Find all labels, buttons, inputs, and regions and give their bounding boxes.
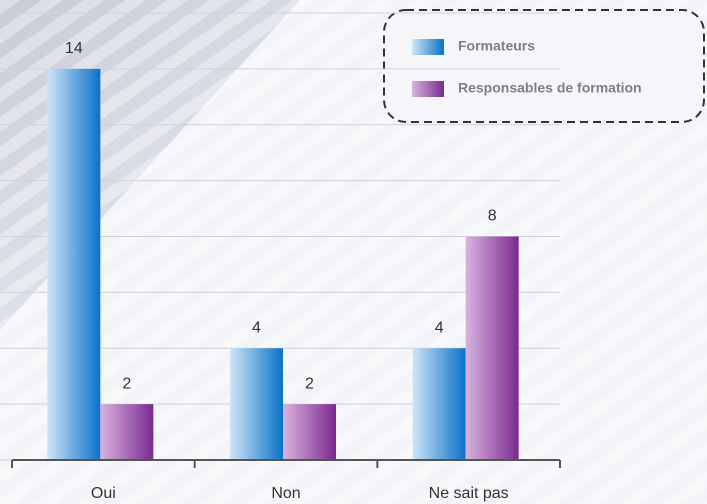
- data-label: 2: [305, 375, 314, 392]
- x-tick-label: Non: [271, 485, 300, 502]
- data-label: 4: [252, 319, 261, 336]
- data-label: 8: [488, 208, 497, 225]
- data-label: 4: [435, 319, 444, 336]
- x-tick-label: Ne sait pas: [429, 485, 509, 502]
- bar: [230, 348, 283, 460]
- bar: [47, 68, 101, 460]
- x-tick-label: Oui: [91, 485, 116, 502]
- legend-label: Responsables de formation: [458, 80, 642, 96]
- bar: [283, 404, 336, 460]
- legend-box: [383, 9, 705, 123]
- bar: [465, 236, 519, 460]
- data-label: 2: [122, 375, 131, 392]
- legend-swatch: [412, 81, 444, 97]
- bar: [412, 348, 466, 460]
- data-label: 14: [65, 40, 83, 57]
- legend-label: Formateurs: [458, 38, 535, 54]
- legend-swatch: [412, 39, 444, 55]
- bar: [100, 404, 154, 460]
